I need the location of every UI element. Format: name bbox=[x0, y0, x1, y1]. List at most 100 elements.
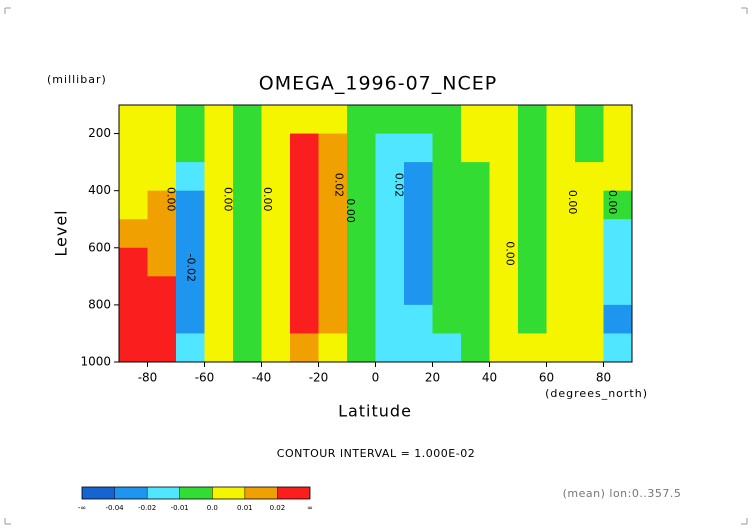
x-tick-label: 0 bbox=[372, 371, 380, 385]
contour-cell bbox=[603, 105, 633, 135]
contour-cell bbox=[518, 247, 547, 277]
contour-cell bbox=[404, 304, 433, 334]
contour-interval: CONTOUR INTERVAL = 1.000E-02 bbox=[277, 447, 475, 460]
contour-label: 0.02 bbox=[392, 173, 405, 198]
contour-cell bbox=[404, 333, 433, 363]
contour-cell bbox=[119, 247, 148, 277]
contour-cell bbox=[518, 133, 547, 163]
contour-cell bbox=[347, 219, 376, 249]
contour-cell bbox=[176, 304, 205, 334]
contour-cell bbox=[233, 190, 262, 220]
contour-cell bbox=[489, 333, 519, 363]
contour-cell bbox=[575, 105, 604, 135]
y-tick-label: 600 bbox=[88, 240, 111, 254]
contour-cell bbox=[290, 333, 319, 363]
contour-cell bbox=[432, 276, 462, 306]
contour-cell bbox=[461, 105, 490, 135]
contour-cell bbox=[432, 247, 462, 277]
contour-cell bbox=[147, 162, 177, 192]
contour-cell bbox=[176, 133, 205, 163]
contour-cell bbox=[147, 219, 177, 249]
contour-cell bbox=[261, 190, 291, 220]
colorbar-box bbox=[114, 487, 148, 499]
contour-cell bbox=[318, 247, 348, 277]
contour-cell bbox=[404, 162, 433, 192]
colorbar-frame bbox=[81, 486, 311, 500]
contour-cell bbox=[290, 105, 319, 135]
contour-cell bbox=[404, 219, 433, 249]
contour-cell bbox=[575, 333, 604, 363]
contour-label: 0.00 bbox=[566, 190, 579, 215]
contour-cell bbox=[176, 162, 205, 192]
contour-label: 0.00 bbox=[344, 198, 357, 223]
contour-cell bbox=[290, 219, 319, 249]
contour-cell bbox=[432, 333, 462, 363]
x-tick-label: -20 bbox=[309, 371, 329, 385]
contour-cell bbox=[261, 219, 291, 249]
colorbar-label: 0.0 bbox=[207, 504, 218, 512]
contour-cell bbox=[546, 276, 576, 306]
contour-cell bbox=[432, 190, 462, 220]
contour-cell bbox=[518, 276, 547, 306]
contour-cell bbox=[119, 219, 148, 249]
contour-cell bbox=[546, 133, 576, 163]
contour-cell bbox=[176, 105, 205, 135]
contour-cell bbox=[290, 162, 319, 192]
y-tick-label: 1000 bbox=[80, 355, 111, 369]
contour-cell bbox=[119, 304, 148, 334]
contour-cell bbox=[375, 333, 405, 363]
contour-label: 0.02 bbox=[332, 173, 345, 198]
contour-cell bbox=[404, 105, 433, 135]
contour-cell bbox=[489, 247, 519, 277]
contour-cell bbox=[546, 105, 576, 135]
contour-cell bbox=[375, 304, 405, 334]
contour-cell bbox=[575, 133, 604, 163]
contour-cell bbox=[261, 276, 291, 306]
contour-cell bbox=[518, 162, 547, 192]
contour-cell bbox=[489, 219, 519, 249]
contour-cell bbox=[603, 162, 633, 192]
colorbar-box bbox=[82, 487, 115, 499]
colorbar-end-label: ∞ bbox=[307, 504, 313, 512]
colorbar-box bbox=[179, 487, 213, 499]
x-tick-label: -60 bbox=[195, 371, 215, 385]
colorbar-label: -0.04 bbox=[106, 504, 125, 512]
contour-cell bbox=[290, 304, 319, 334]
contour-cell bbox=[147, 276, 177, 306]
contour-cell bbox=[546, 333, 576, 363]
contour-cell bbox=[347, 133, 376, 163]
contour-cell bbox=[119, 133, 148, 163]
contour-cell bbox=[489, 162, 519, 192]
contour-cell bbox=[461, 133, 490, 163]
x-tick-label: -80 bbox=[138, 371, 158, 385]
contour-cell bbox=[432, 105, 462, 135]
contour-cell bbox=[603, 190, 633, 220]
x-tick-label: 80 bbox=[596, 371, 611, 385]
x-unit-label: (degrees_north) bbox=[545, 387, 648, 400]
contour-cell bbox=[318, 105, 348, 135]
contour-cell bbox=[461, 190, 490, 220]
contour-cell bbox=[204, 190, 234, 220]
contour-cell bbox=[375, 247, 405, 277]
contour-cell bbox=[518, 190, 547, 220]
contour-cell bbox=[290, 133, 319, 163]
contour-cell bbox=[603, 276, 633, 306]
x-tick-label: 40 bbox=[482, 371, 497, 385]
contour-cell bbox=[318, 219, 348, 249]
contour-cell bbox=[461, 247, 490, 277]
contour-cell bbox=[461, 276, 490, 306]
contour-cell bbox=[603, 304, 633, 334]
contour-cell bbox=[204, 304, 234, 334]
contour-cell bbox=[461, 162, 490, 192]
contour-cell bbox=[489, 133, 519, 163]
contour-cell bbox=[489, 105, 519, 135]
contour-cell bbox=[261, 105, 291, 135]
contour-cell bbox=[318, 190, 348, 220]
contour-cell bbox=[261, 162, 291, 192]
contour-cell bbox=[176, 190, 205, 220]
y-axis-label: Level bbox=[52, 209, 71, 256]
contour-cell bbox=[147, 304, 177, 334]
contour-cell bbox=[261, 247, 291, 277]
y-tick-label: 800 bbox=[88, 297, 111, 311]
contour-cell bbox=[461, 304, 490, 334]
